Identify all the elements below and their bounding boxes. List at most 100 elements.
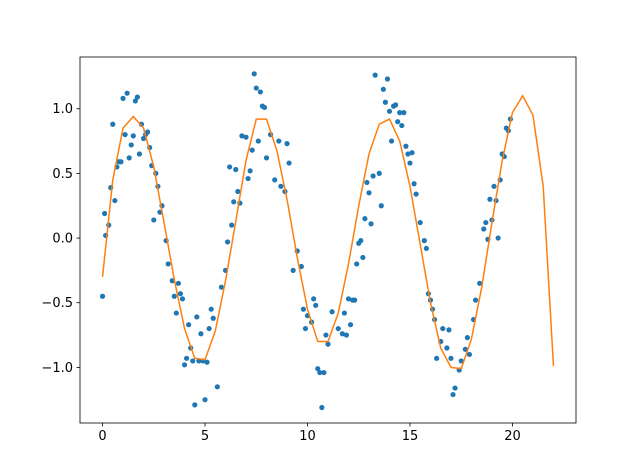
point: [118, 159, 124, 165]
point: [329, 309, 335, 315]
point: [110, 121, 116, 127]
y-tick-label: 0.5: [52, 167, 73, 182]
point: [382, 99, 388, 105]
point: [214, 384, 220, 390]
point: [487, 196, 493, 202]
point: [450, 391, 456, 398]
point: [192, 402, 198, 408]
point: [263, 155, 270, 161]
point: [126, 155, 132, 161]
x-tick-label: 15: [402, 429, 419, 444]
point: [399, 122, 405, 129]
point: [423, 245, 429, 252]
point: [380, 86, 386, 92]
point: [339, 331, 345, 337]
point: [395, 119, 401, 125]
point: [233, 166, 239, 173]
point: [290, 267, 296, 273]
point: [251, 71, 257, 77]
point: [347, 322, 354, 328]
point: [132, 98, 138, 104]
point: [99, 293, 106, 299]
point: [335, 325, 341, 332]
point: [202, 397, 208, 403]
point: [208, 306, 214, 312]
point: [128, 142, 134, 148]
point: [278, 183, 284, 189]
point: [370, 173, 376, 179]
point: [124, 90, 130, 96]
point: [343, 332, 350, 338]
point: [272, 177, 278, 183]
point: [376, 170, 382, 176]
point: [173, 310, 179, 316]
point: [409, 150, 415, 156]
point: [181, 362, 188, 368]
point: [360, 254, 366, 261]
point: [247, 168, 253, 174]
point: [466, 351, 473, 358]
point: [366, 190, 372, 196]
point: [397, 110, 403, 116]
y-tick-label: 1.0: [52, 102, 73, 117]
fit-line: [101, 94, 555, 370]
point: [227, 164, 233, 170]
point: [257, 89, 263, 95]
axes-frame: [79, 56, 577, 424]
point: [229, 222, 235, 228]
point: [462, 346, 468, 352]
point: [393, 102, 399, 108]
point: [276, 138, 282, 144]
point: [325, 341, 331, 347]
point: [405, 151, 411, 157]
point: [210, 315, 216, 321]
point: [417, 219, 423, 226]
point: [440, 325, 446, 332]
point: [261, 104, 268, 111]
point: [134, 94, 140, 100]
point: [239, 133, 245, 139]
point: [458, 358, 464, 364]
point: [255, 138, 261, 144]
point: [122, 131, 128, 138]
point: [321, 369, 327, 376]
point: [358, 238, 364, 244]
point: [101, 210, 108, 217]
point: [446, 327, 452, 333]
point: [411, 181, 417, 187]
point: [472, 297, 479, 303]
point: [253, 85, 259, 91]
point: [362, 216, 368, 222]
point: [401, 110, 407, 116]
point: [177, 291, 184, 297]
point: [421, 238, 427, 244]
point: [368, 221, 374, 227]
point: [235, 188, 241, 195]
point: [345, 296, 352, 302]
point: [186, 322, 192, 328]
point: [444, 345, 450, 351]
x-tick-label: 20: [504, 429, 521, 444]
point: [491, 183, 497, 189]
x-tick-label: 10: [299, 429, 316, 444]
point: [130, 133, 136, 139]
point: [136, 151, 143, 157]
point: [384, 76, 391, 82]
point: [354, 261, 360, 267]
point: [378, 203, 384, 209]
point: [403, 143, 409, 149]
point: [243, 134, 249, 140]
point: [311, 296, 317, 302]
point: [249, 147, 255, 153]
point: [407, 160, 413, 166]
point: [364, 179, 370, 186]
point: [224, 239, 231, 245]
point: [323, 332, 329, 338]
point: [372, 72, 378, 78]
point: [145, 129, 151, 135]
point: [319, 404, 325, 411]
y-tick-label: −0.5: [41, 296, 73, 311]
point: [300, 306, 307, 312]
point: [112, 197, 118, 204]
